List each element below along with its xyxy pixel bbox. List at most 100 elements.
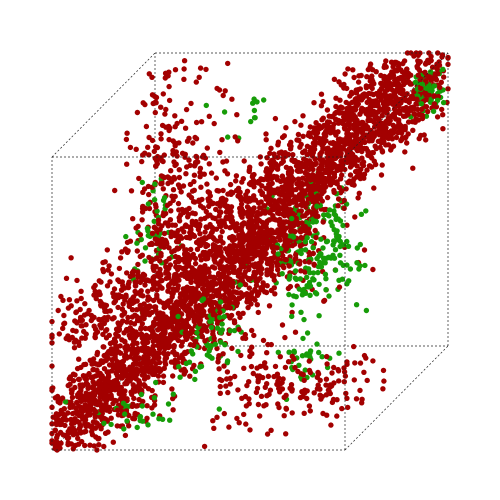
data-point [173, 238, 180, 245]
data-point [329, 157, 336, 163]
data-point [218, 330, 224, 336]
data-point [255, 309, 261, 316]
data-point [213, 291, 220, 297]
data-point [146, 134, 152, 141]
data-point [258, 161, 264, 167]
data-point [359, 130, 365, 136]
data-point [144, 403, 150, 409]
data-point [258, 393, 265, 399]
data-point [149, 257, 155, 263]
data-point [170, 391, 176, 397]
data-point [385, 142, 392, 148]
data-point [445, 55, 451, 61]
data-point [333, 116, 339, 123]
data-point [208, 170, 215, 176]
data-point [345, 66, 351, 72]
data-point [62, 399, 69, 405]
data-point [224, 304, 230, 311]
data-point [246, 396, 252, 402]
data-point [105, 314, 111, 320]
data-point [296, 286, 302, 292]
data-point [210, 312, 216, 318]
data-point [267, 150, 273, 156]
data-point [337, 238, 343, 245]
data-point [299, 202, 305, 209]
data-point [219, 321, 225, 327]
data-point [170, 187, 177, 193]
data-point [336, 184, 343, 191]
data-point [255, 234, 261, 240]
data-point [216, 366, 222, 372]
data-point [71, 345, 78, 351]
data-point [154, 353, 160, 359]
data-point [114, 369, 120, 375]
data-point [306, 367, 313, 374]
data-point [252, 197, 259, 203]
data-point [125, 314, 131, 321]
data-point [184, 138, 191, 144]
data-point [192, 255, 199, 262]
data-point [207, 233, 213, 239]
data-point [193, 278, 199, 284]
data-point [211, 274, 217, 280]
data-point [206, 113, 212, 120]
data-point [339, 172, 345, 178]
data-point [358, 108, 365, 115]
data-point [286, 276, 292, 282]
data-point [77, 424, 84, 430]
data-point [335, 196, 342, 202]
data-point [315, 382, 321, 388]
data-point [351, 157, 358, 163]
data-point [298, 250, 304, 257]
data-point [89, 429, 95, 435]
data-point [261, 97, 267, 103]
data-point [293, 252, 299, 258]
data-point [332, 247, 339, 253]
data-point [133, 358, 139, 364]
data-point [108, 271, 115, 277]
data-point [341, 197, 347, 204]
data-point [383, 58, 389, 64]
data-point [237, 251, 243, 257]
data-point [74, 365, 81, 372]
data-point [330, 178, 336, 185]
data-point [263, 289, 270, 296]
data-point [377, 124, 383, 131]
data-point [103, 395, 109, 401]
data-point [328, 422, 334, 428]
data-point [192, 199, 198, 205]
data-point [302, 367, 308, 373]
data-point [207, 353, 213, 360]
data-point [298, 309, 304, 315]
data-point [217, 299, 224, 305]
data-point [258, 266, 265, 272]
data-point [100, 266, 106, 273]
data-point [438, 79, 444, 86]
data-point [235, 387, 241, 393]
data-point [283, 125, 289, 131]
data-point [159, 223, 165, 229]
data-point [157, 299, 163, 305]
data-point [60, 325, 66, 332]
data-point [380, 386, 386, 392]
data-point [241, 158, 247, 164]
data-point [58, 421, 64, 427]
data-point [162, 316, 168, 322]
data-point [415, 72, 421, 78]
data-point [289, 215, 295, 222]
data-point [193, 119, 200, 126]
data-point [174, 330, 180, 336]
data-point [70, 378, 77, 384]
data-point [252, 297, 258, 303]
data-point [78, 295, 84, 302]
data-point [151, 218, 157, 224]
data-point [303, 157, 309, 163]
data-point [216, 213, 222, 219]
data-point [203, 66, 209, 73]
data-point [229, 96, 235, 102]
data-point [228, 189, 234, 195]
data-point [271, 373, 277, 380]
data-point [341, 205, 347, 211]
data-point [218, 237, 224, 244]
data-point [201, 443, 208, 450]
